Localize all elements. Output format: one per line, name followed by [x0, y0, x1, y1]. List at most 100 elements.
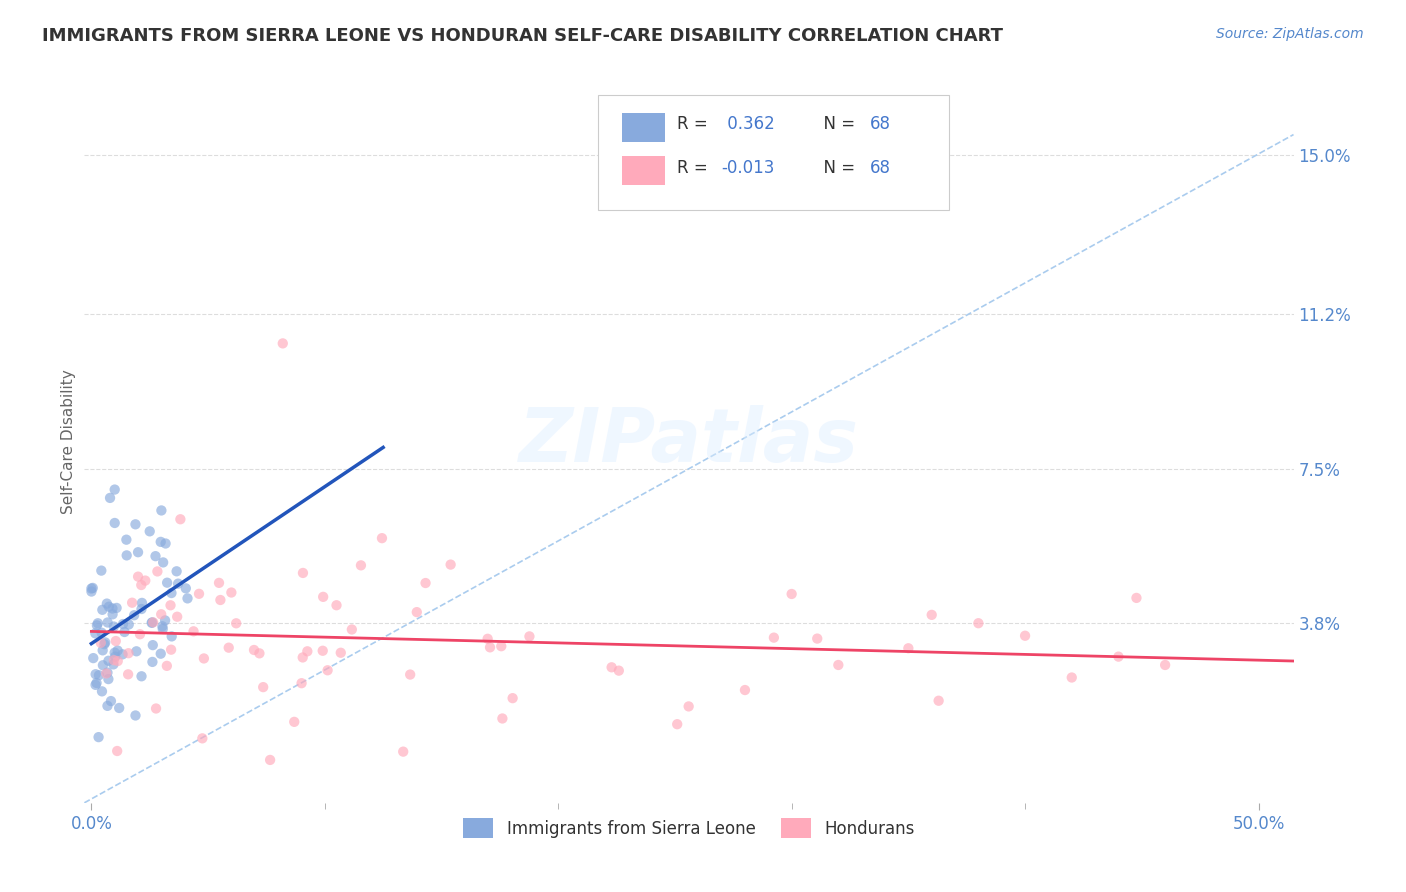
Point: [780, 587, 803, 601]
Point: [82, 651, 104, 665]
Point: [491, 711, 513, 725]
Point: [1060, 671, 1083, 685]
Point: [152, 622, 174, 636]
Text: 68: 68: [870, 115, 891, 133]
Point: [160, 629, 183, 643]
Point: [101, 601, 124, 615]
Point: [90, 625, 112, 640]
Point: [84, 678, 107, 692]
Point: [124, 517, 146, 532]
Text: Source: ZipAtlas.com: Source: ZipAtlas.com: [1216, 27, 1364, 41]
Point: [97, 672, 120, 686]
Point: [86, 676, 108, 690]
Legend: Immigrants from Sierra Leone, Hondurans: Immigrants from Sierra Leone, Hondurans: [457, 812, 921, 845]
Point: [141, 655, 163, 669]
Point: [921, 607, 943, 622]
Point: [134, 574, 156, 588]
Point: [90, 564, 112, 578]
Point: [283, 714, 305, 729]
Text: -0.013: -0.013: [721, 160, 775, 178]
Point: [150, 607, 173, 622]
Point: [340, 623, 363, 637]
FancyBboxPatch shape: [623, 156, 665, 185]
Point: [127, 569, 149, 583]
Point: [259, 753, 281, 767]
Point: [86, 618, 108, 632]
Point: [105, 601, 128, 615]
Point: [166, 564, 188, 578]
Point: [103, 619, 125, 633]
Point: [209, 593, 232, 607]
Point: [152, 619, 174, 633]
Point: [104, 516, 127, 530]
Point: [806, 632, 828, 646]
Point: [96, 665, 118, 680]
Point: [124, 708, 146, 723]
Point: [145, 701, 167, 715]
Point: [479, 640, 502, 655]
Point: [117, 667, 139, 681]
Text: 68: 68: [870, 160, 891, 178]
Point: [104, 483, 127, 497]
Point: [762, 631, 785, 645]
Point: [607, 664, 630, 678]
Point: [183, 624, 205, 639]
Point: [108, 701, 131, 715]
Point: [103, 657, 125, 672]
Point: [827, 657, 849, 672]
Point: [91, 603, 114, 617]
Point: [131, 602, 153, 616]
Point: [249, 646, 271, 660]
Point: [208, 575, 231, 590]
Point: [1125, 591, 1147, 605]
Point: [138, 524, 160, 539]
Point: [131, 669, 153, 683]
Point: [98, 491, 121, 505]
Point: [87, 668, 110, 682]
Point: [142, 615, 165, 630]
Point: [114, 625, 136, 640]
Point: [176, 591, 198, 606]
Point: [291, 650, 314, 665]
Point: [290, 676, 312, 690]
Point: [312, 590, 335, 604]
Point: [491, 639, 513, 653]
Point: [111, 648, 134, 662]
Point: [82, 581, 104, 595]
Text: ZIPatlas: ZIPatlas: [519, 405, 859, 478]
Point: [1154, 657, 1177, 672]
Point: [159, 599, 181, 613]
Text: R =: R =: [676, 160, 713, 178]
Point: [127, 545, 149, 559]
Point: [121, 596, 143, 610]
FancyBboxPatch shape: [623, 112, 665, 142]
Point: [91, 643, 114, 657]
Point: [150, 503, 173, 517]
Point: [252, 680, 274, 694]
Point: [225, 616, 247, 631]
Point: [96, 666, 118, 681]
Point: [100, 694, 122, 708]
Text: 0.362: 0.362: [721, 115, 775, 133]
Point: [350, 558, 373, 573]
FancyBboxPatch shape: [599, 95, 949, 211]
Point: [291, 566, 314, 580]
Point: [87, 730, 110, 744]
Point: [94, 635, 117, 649]
Text: R =: R =: [676, 115, 713, 133]
Point: [221, 585, 243, 599]
Point: [104, 649, 127, 664]
Point: [80, 582, 103, 596]
Point: [104, 646, 127, 660]
Point: [93, 637, 115, 651]
Point: [141, 615, 163, 630]
Point: [329, 646, 352, 660]
Point: [392, 745, 415, 759]
Point: [97, 615, 120, 630]
Point: [166, 609, 188, 624]
Point: [415, 576, 437, 591]
Point: [600, 660, 623, 674]
Point: [117, 646, 139, 660]
Point: [149, 647, 172, 661]
Point: [297, 644, 319, 658]
